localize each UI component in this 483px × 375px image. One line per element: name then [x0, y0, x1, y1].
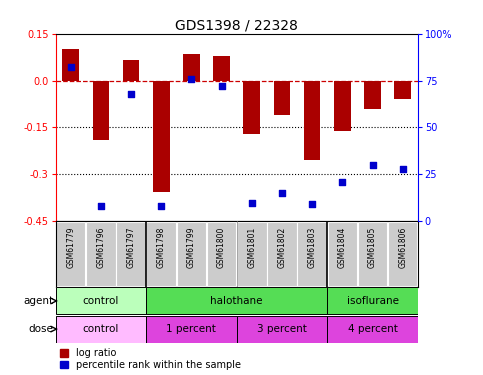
Text: dose: dose	[28, 324, 53, 334]
Point	[308, 201, 316, 207]
Bar	[274, 81, 290, 115]
Bar	[304, 81, 320, 160]
Text: GSM61801: GSM61801	[247, 226, 256, 268]
Text: GSM61798: GSM61798	[156, 226, 166, 268]
FancyBboxPatch shape	[86, 222, 115, 286]
FancyBboxPatch shape	[56, 287, 146, 314]
Text: 4 percent: 4 percent	[348, 324, 398, 334]
FancyBboxPatch shape	[237, 316, 327, 343]
Text: 3 percent: 3 percent	[257, 324, 307, 334]
FancyBboxPatch shape	[267, 222, 297, 286]
Point	[278, 190, 286, 196]
FancyBboxPatch shape	[327, 316, 418, 343]
Text: agent: agent	[23, 296, 53, 306]
Text: control: control	[83, 324, 119, 334]
Text: GSM61802: GSM61802	[277, 226, 286, 268]
Point	[97, 203, 105, 209]
Text: GSM61806: GSM61806	[398, 226, 407, 268]
Bar	[364, 81, 381, 109]
Title: GDS1398 / 22328: GDS1398 / 22328	[175, 19, 298, 33]
FancyBboxPatch shape	[237, 222, 267, 286]
Bar	[123, 60, 139, 81]
FancyBboxPatch shape	[327, 222, 357, 286]
Bar	[62, 50, 79, 81]
FancyBboxPatch shape	[327, 287, 418, 314]
FancyBboxPatch shape	[146, 222, 176, 286]
Text: control: control	[83, 296, 119, 306]
Point	[187, 76, 195, 82]
Text: GSM61779: GSM61779	[66, 226, 75, 268]
Bar	[93, 81, 109, 140]
FancyBboxPatch shape	[358, 222, 387, 286]
Text: GSM61797: GSM61797	[127, 226, 136, 268]
Text: GSM61804: GSM61804	[338, 226, 347, 268]
Text: GSM61796: GSM61796	[96, 226, 105, 268]
FancyBboxPatch shape	[146, 287, 327, 314]
Text: halothane: halothane	[211, 296, 263, 306]
Point	[127, 91, 135, 97]
Text: GSM61803: GSM61803	[308, 226, 317, 268]
Bar	[153, 81, 170, 192]
Text: GSM61800: GSM61800	[217, 226, 226, 268]
Point	[339, 179, 346, 185]
Bar	[213, 56, 230, 81]
FancyBboxPatch shape	[388, 222, 417, 286]
Bar	[243, 81, 260, 134]
Bar	[334, 81, 351, 130]
Text: isoflurane: isoflurane	[346, 296, 398, 306]
Text: GSM61805: GSM61805	[368, 226, 377, 268]
FancyBboxPatch shape	[146, 316, 237, 343]
FancyBboxPatch shape	[298, 222, 327, 286]
Point	[248, 200, 256, 206]
FancyBboxPatch shape	[56, 222, 85, 286]
Text: 1 percent: 1 percent	[167, 324, 216, 334]
FancyBboxPatch shape	[207, 222, 236, 286]
Point	[67, 64, 74, 70]
Legend: log ratio, percentile rank within the sample: log ratio, percentile rank within the sa…	[60, 348, 241, 370]
Bar	[183, 54, 199, 81]
Point	[399, 166, 407, 172]
Text: GSM61799: GSM61799	[187, 226, 196, 268]
Point	[157, 203, 165, 209]
FancyBboxPatch shape	[56, 316, 146, 343]
FancyBboxPatch shape	[177, 222, 206, 286]
Point	[218, 83, 226, 89]
Point	[369, 162, 376, 168]
Bar	[395, 81, 411, 99]
FancyBboxPatch shape	[116, 222, 146, 286]
